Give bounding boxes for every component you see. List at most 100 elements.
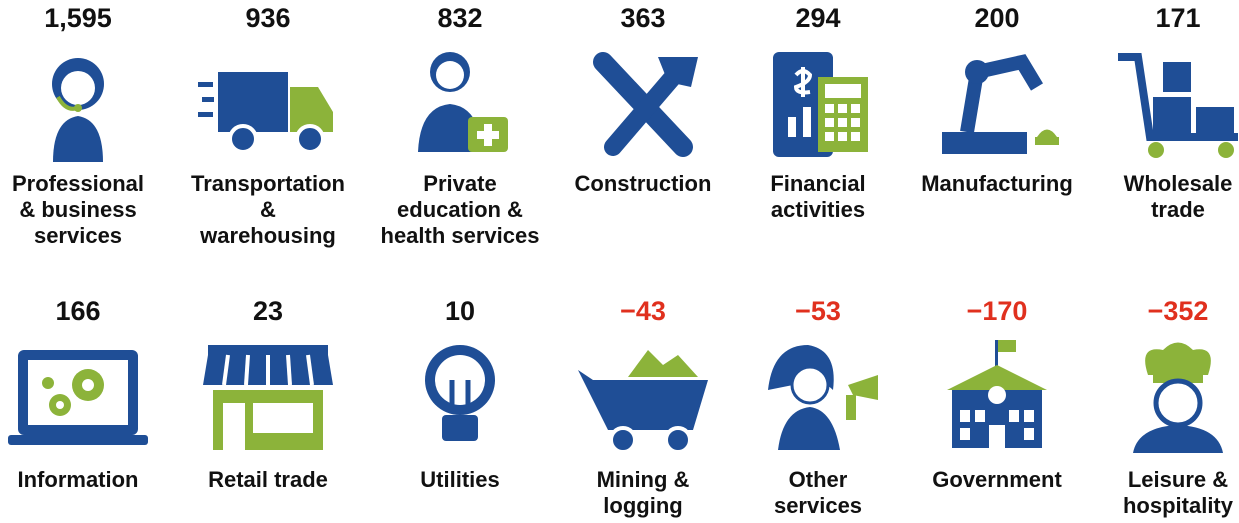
icon-shape: [222, 354, 314, 386]
icon-shape: [1145, 342, 1211, 375]
icon-shape: [838, 104, 847, 113]
icon-shape: [218, 72, 288, 132]
industry-label: education &: [397, 197, 523, 222]
job-change-value: 294: [795, 3, 840, 33]
icon-shape: [1218, 142, 1234, 158]
icon-shape: [290, 87, 333, 132]
industry-icon: [1133, 342, 1223, 453]
industry-label: Wholesale: [1124, 171, 1233, 196]
icon-shape: [988, 386, 1006, 404]
icon-shape: [1196, 107, 1234, 133]
industry-item: −43 Mining &logging: [578, 296, 708, 518]
industry-label: Retail trade: [208, 467, 328, 492]
icon-shape: [198, 112, 213, 117]
icon-shape: [253, 403, 313, 433]
job-change-value: 200: [974, 3, 1019, 33]
icon-shape: [61, 71, 95, 105]
icon-shape: [960, 410, 970, 422]
job-change-value: 1,595: [44, 3, 112, 33]
icon-shape: [1009, 410, 1019, 422]
icon-shape: [778, 407, 840, 450]
industry-label: Leisure &: [1128, 467, 1228, 492]
icon-shape: [1024, 410, 1034, 422]
icon-shape: [838, 132, 847, 141]
icon-shape: [803, 107, 811, 137]
icon-shape: [825, 118, 834, 127]
industry-label: Government: [932, 467, 1062, 492]
industry-icon: [1118, 53, 1238, 158]
industry-label: trade: [1151, 197, 1205, 222]
industry-item: 200 Manufacturing: [921, 3, 1073, 196]
icon-shape: [989, 425, 1005, 448]
industry-icon: [418, 52, 508, 152]
industry-label: activities: [771, 197, 865, 222]
icon-shape: [960, 54, 1044, 134]
icon-shape: [295, 124, 325, 154]
icon-shape: [56, 401, 64, 409]
job-change-value: 23: [253, 296, 283, 326]
industry-label: &: [260, 197, 276, 222]
icon-shape: [825, 84, 861, 98]
icon-shape: [851, 132, 860, 141]
industry-icon: [593, 52, 698, 157]
industry-item: 166 Information: [8, 296, 148, 492]
icon-shape: [1037, 129, 1057, 137]
icon-shape: [790, 365, 830, 405]
icon-shape: [609, 426, 637, 454]
industry-icon: [773, 52, 868, 157]
icon-shape: [1153, 97, 1191, 133]
industry-item: −170 Government: [932, 296, 1062, 492]
icon-shape: [788, 117, 796, 137]
icon-shape: [825, 104, 860, 141]
industry-label: Information: [18, 467, 139, 492]
icon-shape: [418, 104, 482, 152]
industry-label: Manufacturing: [921, 171, 1073, 196]
icon-shape: [53, 116, 103, 162]
icon-shape: [42, 377, 54, 389]
icon-shape: [825, 132, 834, 141]
industry-label: logging: [603, 493, 682, 518]
icon-shape: [846, 395, 856, 420]
icon-shape: [960, 428, 970, 440]
icon-shape: [960, 410, 1034, 448]
icon-shape: [851, 104, 860, 113]
icon-shape: [1118, 53, 1238, 141]
icon-shape: [1148, 142, 1164, 158]
icon-shape: [1024, 428, 1034, 440]
icon-shape: [1163, 62, 1191, 92]
industry-label: Transportation: [191, 171, 345, 196]
job-change-value: 363: [620, 3, 665, 33]
industry-icon: [425, 345, 495, 441]
industry-item: −352 Leisure &hospitality: [1123, 296, 1234, 518]
icon-shape: [8, 435, 148, 445]
industry-item: 363 Construction: [575, 3, 712, 196]
industry-label: warehousing: [199, 223, 336, 248]
icon-shape: [838, 118, 847, 127]
icon-shape: [477, 131, 499, 139]
job-change-value: 10: [445, 296, 475, 326]
job-change-value: 166: [55, 296, 100, 326]
icon-shape: [82, 379, 94, 391]
job-change-value: −170: [967, 296, 1028, 326]
industry-icon: [942, 54, 1059, 154]
job-change-value: 832: [437, 3, 482, 33]
icon-shape: [74, 104, 82, 112]
icon-shape: [442, 415, 478, 441]
icon-shape: [306, 354, 314, 386]
icon-shape: [965, 60, 989, 84]
icon-shape: [998, 340, 1016, 352]
icon-shape: [658, 57, 698, 87]
icon-shape: [1153, 378, 1203, 428]
industry-label: Utilities: [420, 467, 499, 492]
industry-item: 23 Retail trade: [203, 296, 333, 492]
icon-shape: [244, 354, 250, 386]
icon-shape: [793, 67, 813, 97]
icon-shape: [947, 365, 1047, 390]
icon-shape: [435, 355, 485, 405]
industry-icon: [203, 345, 333, 450]
industry-item: 936 Transportation&warehousing: [191, 3, 345, 248]
icon-shape: [1035, 137, 1059, 145]
